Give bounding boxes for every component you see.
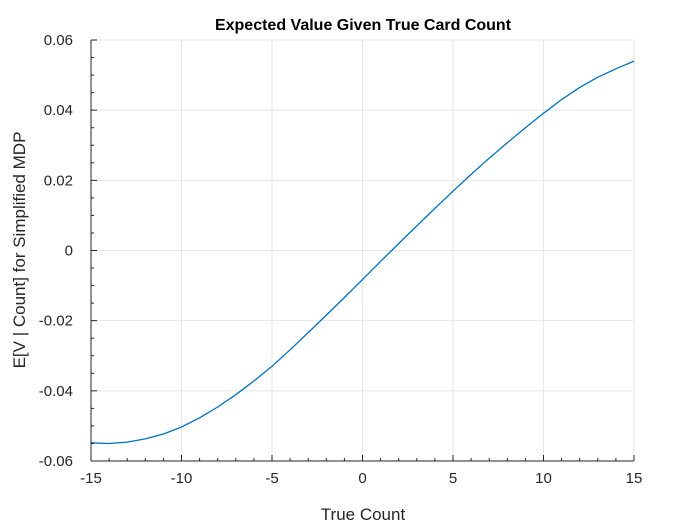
x-tick-label: 15 [626,470,643,487]
x-axis-label: True Count [321,505,406,524]
x-tick-label: 5 [449,470,457,487]
y-tick-label: -0.02 [39,313,73,330]
y-tick-label: 0.02 [44,172,73,189]
x-tick-label: -10 [171,470,193,487]
y-tick-label: -0.06 [39,453,73,470]
y-tick-label: -0.04 [39,383,73,400]
tick-labels: -15 -10 -5 0 5 10 15 -0.06 -0.04 -0.02 0 0.02 0.04 0.… [39,32,643,487]
chart-title: Expected Value Given True Card Count [215,17,512,34]
series-line [90,60,635,445]
y-tick-label: 0.06 [44,32,73,49]
x-tick-label: 0 [358,470,366,487]
series-layer [90,60,635,445]
grid [90,39,635,462]
x-tick-label: -5 [265,470,278,487]
y-tick-label: 0 [65,243,73,260]
y-axis-label: E[V | Count] for Simplified MDP [10,132,29,369]
axes [90,39,635,462]
y-tick-label: 0.04 [44,102,73,119]
x-tick-label: 10 [535,470,552,487]
x-tick-label: -15 [80,470,102,487]
